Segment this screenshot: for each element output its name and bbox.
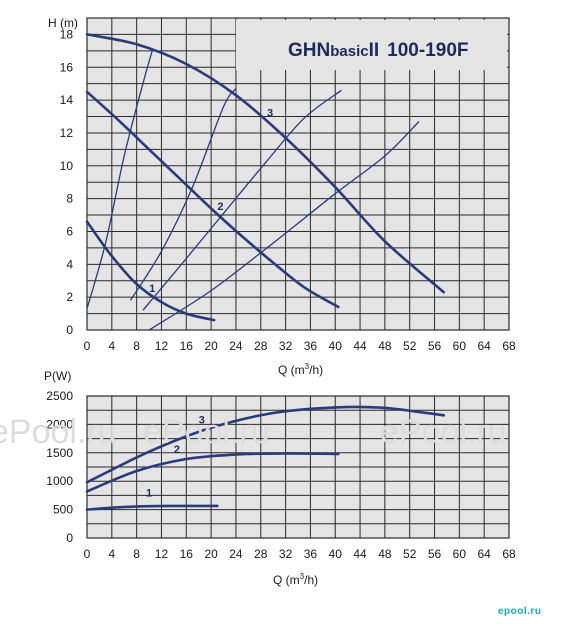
power-x-tick-label: 44 [353, 547, 367, 561]
power-x-tick-label: 28 [254, 547, 268, 561]
power-frame [86, 395, 510, 539]
power-chart: 123 0 4 8 12 16 20 24 28 32 36 40 44 48 52 56 60 64 68 05… [44, 369, 516, 587]
head-chart-title: GHNbasicII 100-190F [288, 40, 469, 61]
system-curve [86, 50, 153, 309]
head-series-1-line [85, 220, 216, 322]
head-x-tick-label: 12 [155, 339, 169, 353]
power-y-tick-label: 500 [53, 503, 73, 517]
head-x-tick-label: 52 [403, 339, 417, 353]
power-x-tick-labels: 0 4 8 12 16 20 24 28 32 36 40 44 48 52 56 60 64 68 [84, 547, 516, 561]
system-curve [148, 121, 420, 331]
head-series [85, 33, 446, 322]
power-y-tick-label: 0 [66, 531, 73, 545]
head-y-tick-label: 0 [66, 323, 73, 337]
head-curve-label-1: 1 [149, 283, 155, 295]
head-y-tick-label: 18 [60, 27, 74, 41]
head-x-tick-label: 44 [353, 339, 367, 353]
power-x-tick-label: 56 [428, 547, 442, 561]
head-x-tick-label: 8 [133, 339, 140, 353]
head-series-2-line [85, 90, 340, 309]
power-x-tick-label: 52 [403, 547, 417, 561]
head-y-tick-label: 6 [66, 224, 73, 238]
power-y-tick-label: 2500 [46, 389, 73, 403]
power-x-tick-label: 20 [204, 547, 218, 561]
head-chart: GHNbasicII 100-190F 123 0 4 8 12 16 20 24 28 32 36… [48, 16, 516, 377]
power-y-tick-label: 1500 [46, 446, 73, 460]
watermark-right: ePool.ru [380, 413, 507, 451]
power-x-tick-label: 68 [502, 547, 516, 561]
head-x-tick-label: 64 [477, 339, 491, 353]
head-x-tick-label: 68 [502, 339, 516, 353]
head-y-tick-labels: 0 2 4 6 8 10 12 14 16 18 [60, 27, 74, 337]
power-y-tick-labels: 0 500 1000 1500 2000 2500 [46, 389, 73, 545]
system-curve [142, 89, 342, 311]
power-curve-label-3: 3 [199, 414, 205, 426]
power-x-tick-label: 8 [133, 547, 140, 561]
head-series-3-line [85, 33, 446, 294]
head-x-tick-label: 16 [180, 339, 194, 353]
watermark-center: ePool.ru [143, 413, 270, 451]
head-x-tick-label: 48 [378, 339, 392, 353]
power-x-tick-label: 24 [229, 547, 243, 561]
head-x-axis-title: Q (m3/h) [278, 362, 323, 377]
system-curves [86, 50, 420, 331]
head-x-tick-label: 0 [84, 339, 91, 353]
power-y-axis-title: P(W) [44, 369, 71, 383]
power-series [85, 405, 446, 511]
head-x-tick-label: 60 [453, 339, 467, 353]
power-x-tick-label: 4 [108, 547, 115, 561]
head-y-tick-label: 14 [60, 93, 74, 107]
head-x-tick-label: 36 [304, 339, 318, 353]
power-x-tick-label: 12 [155, 547, 169, 561]
head-y-tick-label: 8 [66, 192, 73, 206]
brand-logo: epool.ru [498, 606, 541, 617]
head-y-tick-label: 4 [66, 257, 73, 271]
head-curve-label-2: 2 [217, 201, 223, 213]
head-curve-labels: 1 2 3 [149, 108, 273, 296]
power-x-tick-label: 40 [329, 547, 343, 561]
power-x-tick-label: 64 [477, 547, 491, 561]
head-x-tick-label: 56 [428, 339, 442, 353]
power-x-tick-label: 16 [180, 547, 194, 561]
head-y-axis-title: H (m) [48, 16, 78, 30]
power-x-tick-label: 32 [279, 547, 293, 561]
power-x-tick-label: 60 [453, 547, 467, 561]
power-x-tick-label: 36 [304, 547, 318, 561]
head-y-tick-label: 2 [66, 290, 73, 304]
head-y-tick-label: 12 [60, 126, 74, 140]
watermark-left: ePool.ru [0, 413, 117, 451]
power-series-2-line [85, 452, 340, 493]
head-x-tick-label: 32 [279, 339, 293, 353]
power-curve-labels: 1 2 3 [146, 414, 205, 499]
head-x-tick-label: 20 [204, 339, 218, 353]
head-x-tick-labels: 0 4 8 12 16 20 24 28 32 36 40 44 48 52 56 60 64 68 [84, 339, 516, 353]
head-x-tick-label: 24 [229, 339, 243, 353]
power-curve-label-1: 1 [146, 488, 152, 500]
head-x-tick-label: 28 [254, 339, 268, 353]
head-y-tick-label: 10 [60, 159, 74, 173]
power-series-3-line [85, 405, 446, 484]
power-y-tick-label: 2000 [46, 417, 73, 431]
power-x-tick-label: 48 [378, 547, 392, 561]
head-curve-label-3: 3 [267, 108, 273, 120]
power-series-1-line [85, 504, 219, 511]
system-curve [129, 88, 237, 301]
title-box [236, 20, 507, 70]
power-x-tick-label: 0 [84, 547, 91, 561]
head-x-tick-label: 40 [329, 339, 343, 353]
power-x-axis-title: Q (m3/h) [273, 572, 318, 587]
power-y-tick-label: 1000 [46, 474, 73, 488]
head-frame [86, 17, 510, 331]
head-y-tick-label: 16 [60, 60, 74, 74]
head-x-tick-label: 4 [108, 339, 115, 353]
power-gridlines [86, 395, 510, 539]
power-curve-label-2: 2 [174, 444, 180, 456]
